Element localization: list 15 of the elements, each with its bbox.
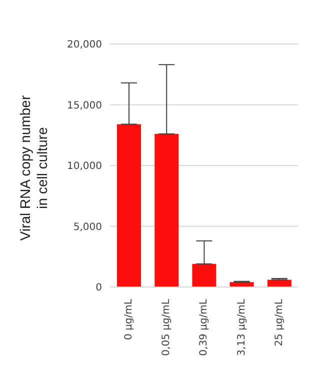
y-tick-label: 20,000: [67, 40, 102, 51]
bar: [154, 134, 179, 287]
bar: [117, 124, 141, 287]
bar: [192, 264, 216, 287]
x-tick-label: 25 µg/mL: [274, 298, 285, 346]
x-tick-label: 0 µg/mL: [124, 298, 135, 340]
y-tick-label: 15,000: [67, 100, 102, 112]
y-tick-label: 10,000: [67, 161, 102, 172]
bar: [267, 280, 292, 287]
y-tick-label: 0: [96, 282, 102, 294]
y-tick-label: 5,000: [73, 222, 102, 233]
x-tick-label: 0,05 µg/mL: [161, 298, 172, 356]
y-axis-title: Viral RNA copy number in cell culture: [17, 95, 50, 241]
x-tick-label: 3,13 µg/mL: [236, 298, 248, 356]
x-tick-label: 0,39 µg/mL: [198, 298, 210, 356]
